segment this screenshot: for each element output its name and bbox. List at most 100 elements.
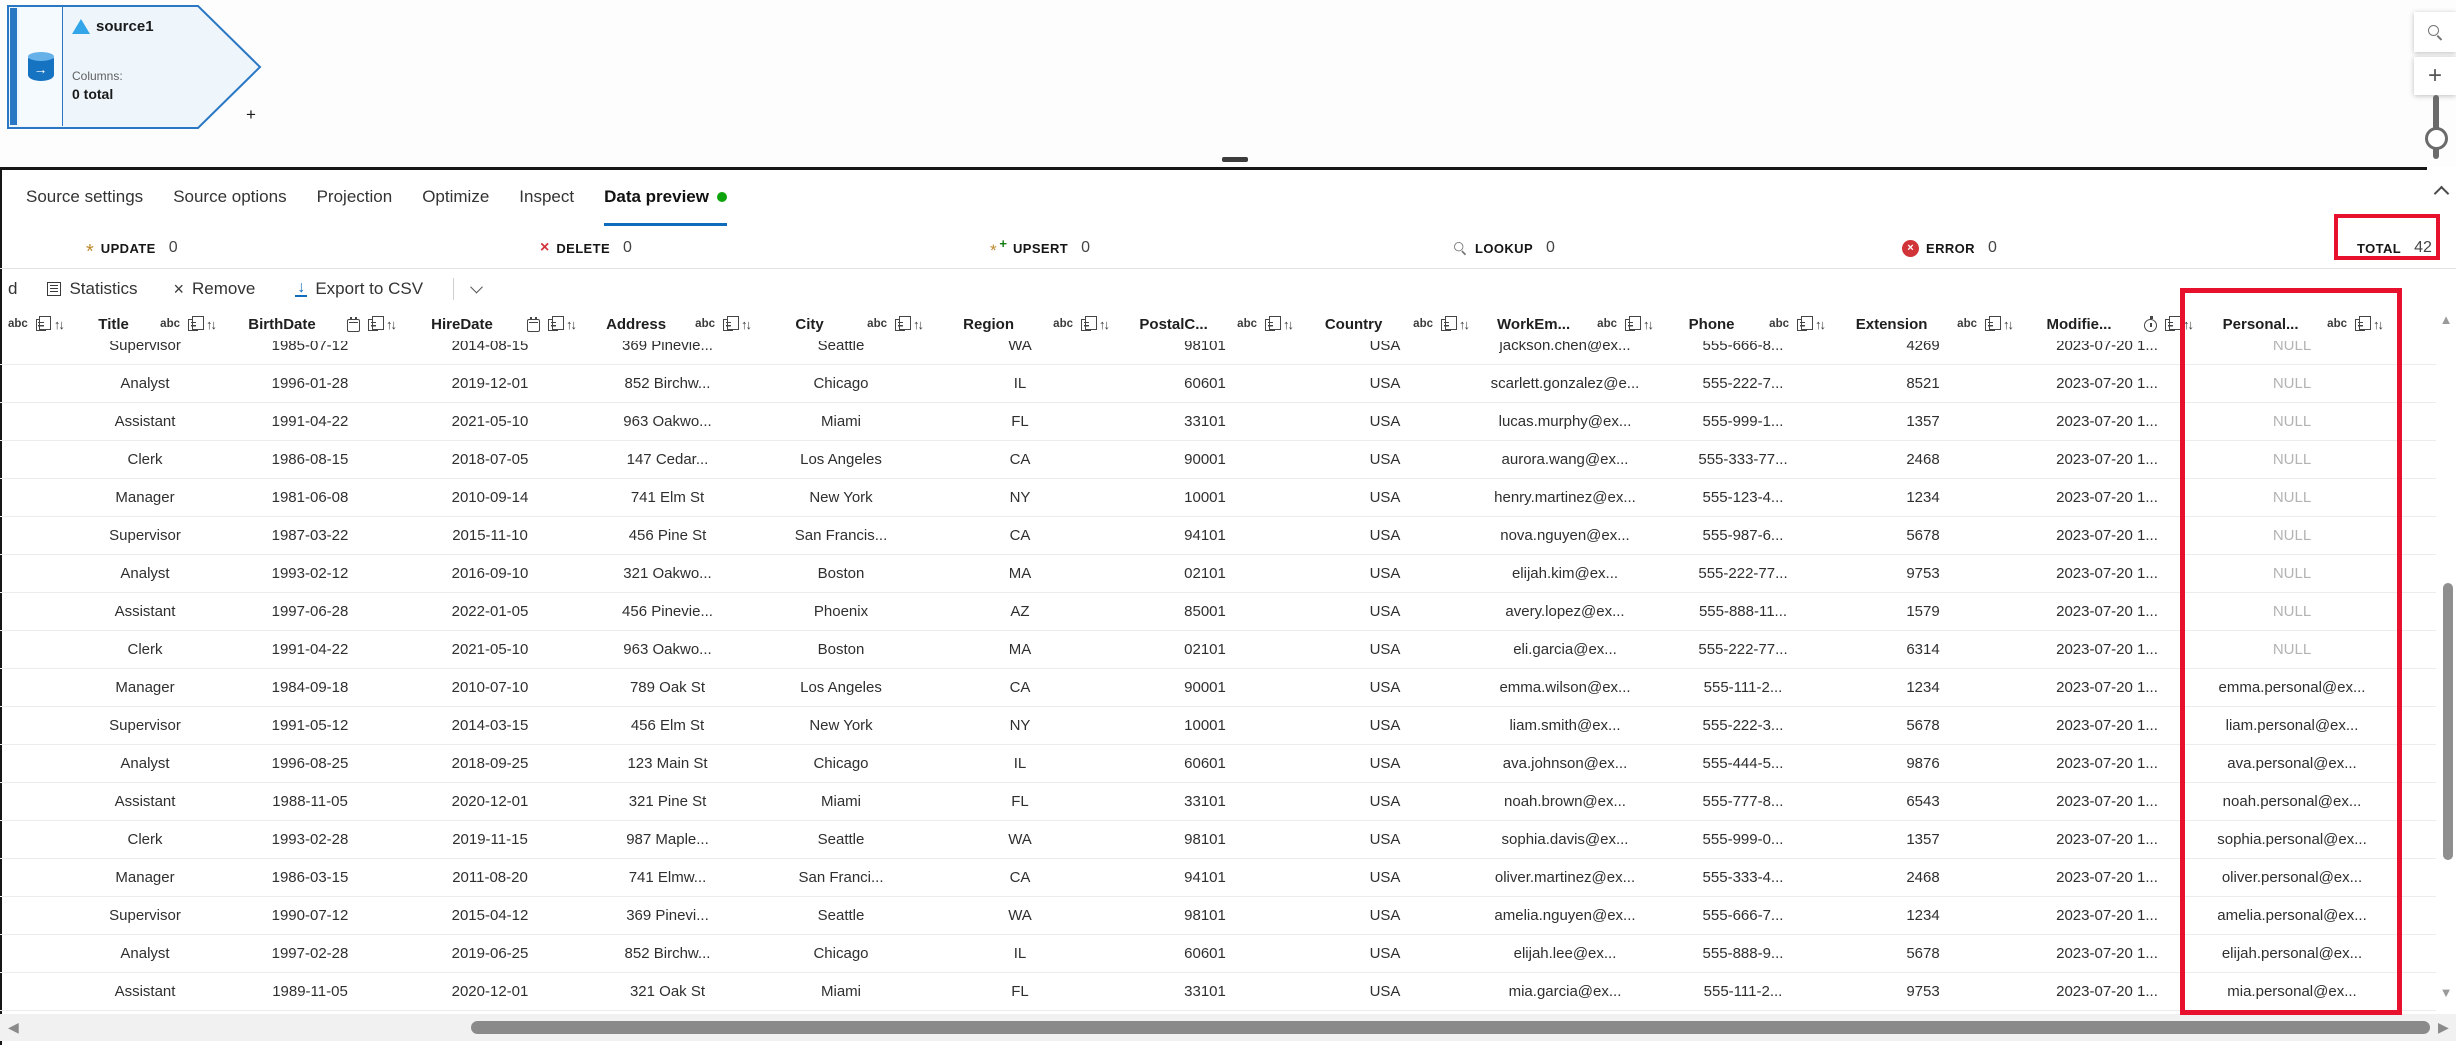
vertical-scroll-down-button[interactable]: ▼ (2439, 985, 2453, 1000)
horizontal-scrollbar-thumb[interactable] (471, 1021, 2430, 1034)
table-row: Assistant 1991-04-22 2021-05-10 963 Oakwo..… (0, 403, 2436, 441)
copy-to-expression-icon[interactable] (2355, 315, 2371, 331)
copy-to-expression-icon[interactable] (723, 315, 739, 331)
copy-to-expression-icon[interactable] (1265, 315, 1281, 331)
cell-city: Seattle (817, 341, 865, 354)
table-row: Manager 1984-09-18 2010-07-10 789 Oak St Los… (0, 669, 2436, 707)
horizontal-scrollbar[interactable]: ◀ ▶ (0, 1014, 2456, 1041)
status-count: 42 (2414, 239, 2432, 256)
sort-icon[interactable]: ↑↓ (2183, 317, 2194, 332)
cell-region: MA (1008, 641, 1032, 658)
cell-workem: noah.brown@ex... (1504, 793, 1626, 810)
tab-source-options[interactable]: Source options (173, 171, 286, 226)
cell-workem: henry.martinez@ex... (1494, 489, 1636, 506)
abc-type-icon: abc (8, 317, 28, 330)
cell-modifie: 2023-07-20 1... (2056, 907, 2158, 924)
sort-icon[interactable]: ↑↓ (1643, 317, 1654, 332)
source1-node[interactable]: source1 Columns: 0 total (6, 4, 266, 130)
cell-modifie: 2023-07-20 1... (2056, 679, 2158, 696)
copy-to-expression-icon[interactable] (1081, 315, 1097, 331)
sort-icon[interactable]: ↑↓ (1283, 317, 1294, 332)
cell-phone: 555-222-3... (1702, 717, 1784, 734)
sort-icon[interactable]: ↑↓ (2003, 317, 2014, 332)
chevron-up-icon[interactable] (2433, 185, 2450, 202)
cell-region: FL (1011, 793, 1029, 810)
cell-city: Phoenix (813, 603, 869, 620)
canvas-zoom-in-button[interactable]: + (2414, 57, 2456, 95)
table-row: Supervisor 1987-03-22 2015-11-10 456 Pine S… (0, 517, 2436, 555)
horizontal-scroll-right-button[interactable]: ▶ (2438, 1019, 2449, 1035)
cell-region: FL (1011, 413, 1029, 430)
cell-extension: 5678 (1906, 945, 1940, 962)
tab-data-preview[interactable]: Data preview (604, 171, 727, 226)
tab-source-settings[interactable]: Source settings (26, 171, 143, 226)
copy-to-expression-icon[interactable] (368, 315, 384, 331)
sort-icon[interactable]: ↑↓ (1099, 317, 1110, 332)
cell-personal: NULL (2272, 413, 2312, 430)
cell-address: 123 Main St (627, 755, 708, 772)
copy-to-expression-icon[interactable] (1441, 315, 1457, 331)
sort-icon[interactable]: ↑↓ (53, 317, 65, 332)
calendar-icon (527, 316, 540, 332)
cell-region: CA (1009, 527, 1031, 544)
copy-to-expression-icon[interactable] (1625, 315, 1641, 331)
cell-city: New York (809, 489, 873, 506)
cell-personal: emma.personal@ex... (2218, 679, 2366, 696)
table-row: Supervisor 1990-07-12 2015-04-12 369 Pinevi… (0, 897, 2436, 935)
canvas-search-button[interactable] (2414, 12, 2456, 52)
abc-type-icon: abc (1597, 317, 1617, 330)
vertical-scrollbar-thumb[interactable] (2443, 583, 2453, 860)
cell-personal: oliver.personal@ex... (2221, 869, 2363, 886)
cell-extension: 1357 (1906, 831, 1940, 848)
dataflow-canvas[interactable]: source1 Columns: 0 total + + (0, 0, 2456, 167)
cell-address: 987 Maple... (626, 831, 709, 848)
copy-to-expression-icon[interactable] (35, 315, 52, 331)
cell-postalc: 85001 (1184, 603, 1226, 620)
cell-personal: NULL (2272, 641, 2312, 658)
sort-icon[interactable]: ↑↓ (206, 317, 217, 332)
cell-region: CA (1009, 451, 1031, 468)
cell-workem: elijah.kim@ex... (1511, 565, 1619, 582)
vertical-scroll-up-button[interactable]: ▲ (2439, 312, 2453, 327)
remove-button[interactable]: × Remove (174, 279, 256, 299)
preview-status-bar: * UPDATE 0 × DELETE 0 * + UPSERT 0 LOOKUP 0 × ERROR 0 T… (0, 228, 2456, 268)
cell-phone: 555-111-2... (1703, 983, 1783, 1000)
cell-address: 789 Oak St (629, 679, 706, 696)
table-row: Assistant 1988-11-05 2020-12-01 321 Pine St… (0, 783, 2436, 821)
copy-to-expression-icon[interactable] (1985, 315, 2001, 331)
export-csv-button[interactable]: ↓ Export to CSV (295, 279, 423, 299)
tab-optimize[interactable]: Optimize (422, 171, 489, 226)
cell-postalc: 33101 (1184, 413, 1226, 430)
copy-to-expression-icon[interactable] (895, 315, 911, 331)
tab-inspect[interactable]: Inspect (519, 171, 574, 226)
sort-icon[interactable]: ↑↓ (1815, 317, 1826, 332)
clipped-toolbar-button[interactable]: d (8, 278, 18, 298)
search-icon (2427, 24, 2443, 40)
chevron-down-icon[interactable] (470, 280, 483, 294)
cell-birthdate: 1985-07-12 (271, 341, 349, 354)
copy-to-expression-icon[interactable] (1797, 315, 1813, 331)
canvas-zoom-slider-handle[interactable] (2425, 127, 2448, 150)
sort-icon[interactable]: ↑↓ (386, 317, 397, 332)
copy-to-expression-icon[interactable] (2165, 315, 2181, 331)
header-cell-title: Title abc ↑↓ (70, 308, 220, 341)
sort-icon[interactable]: ↑↓ (566, 317, 577, 332)
copy-to-expression-icon[interactable] (548, 315, 564, 331)
copy-to-expression-icon[interactable] (188, 315, 204, 331)
panel-top-border (0, 167, 2427, 170)
cell-hiredate: 2011-08-20 (452, 869, 528, 886)
sort-icon[interactable]: ↑↓ (1459, 317, 1470, 332)
statistics-button[interactable]: Statistics (47, 279, 138, 299)
panel-resize-handle[interactable] (1222, 157, 1248, 162)
cell-phone: 555-123-4... (1702, 489, 1784, 506)
cell-region: FL (1011, 983, 1029, 1000)
column-name: Title (98, 316, 129, 333)
sort-icon[interactable]: ↑↓ (913, 317, 924, 332)
cell-address: 456 Pinevie... (622, 603, 713, 620)
sort-icon[interactable]: ↑↓ (2373, 317, 2384, 332)
add-transformation-button[interactable]: + (246, 105, 256, 124)
cell-title: Assistant (114, 413, 176, 430)
horizontal-scroll-left-button[interactable]: ◀ (8, 1019, 19, 1035)
sort-icon[interactable]: ↑↓ (741, 317, 752, 332)
tab-projection[interactable]: Projection (317, 171, 393, 226)
